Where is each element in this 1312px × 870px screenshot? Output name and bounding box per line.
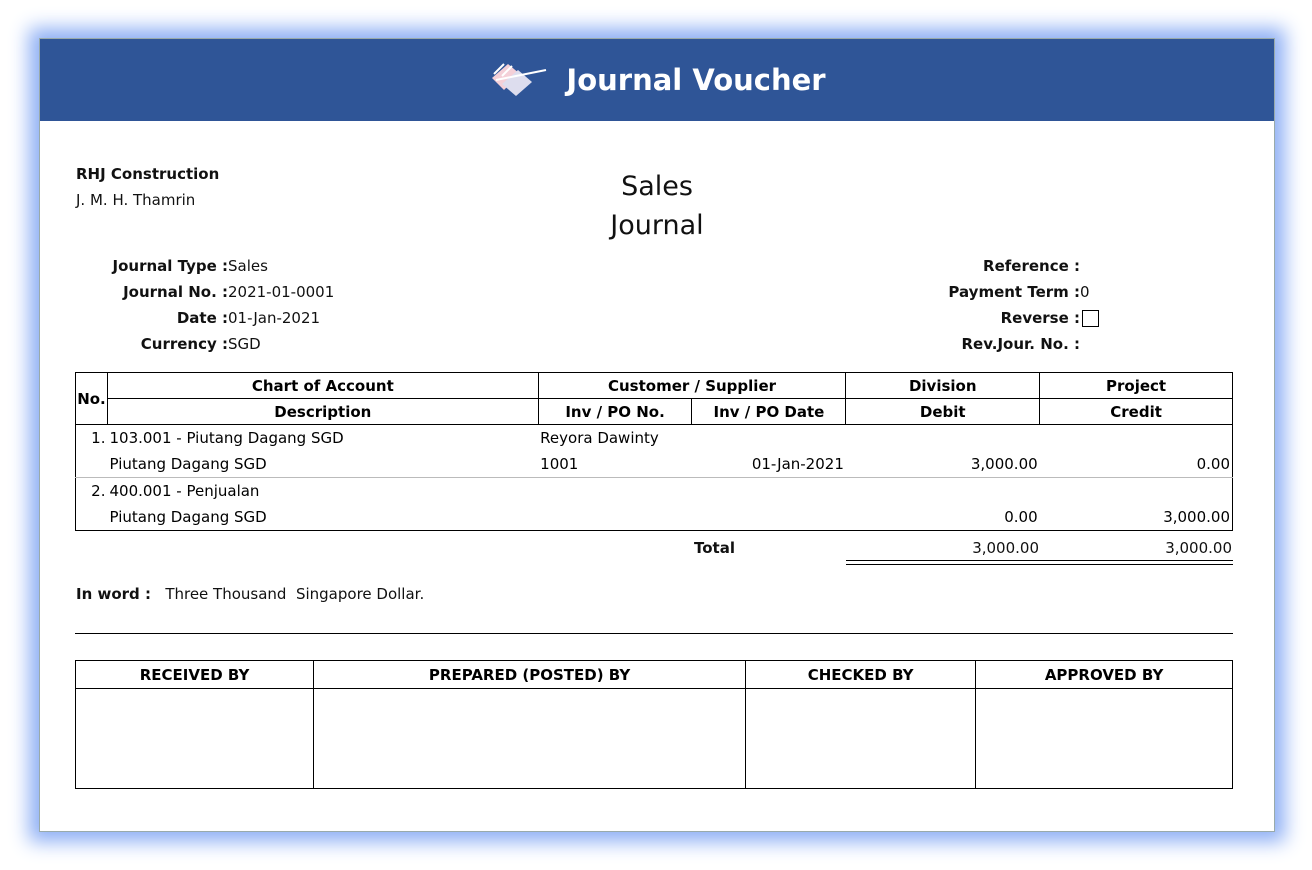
doc-title: Sales Journal <box>557 167 757 245</box>
col-project: Project <box>1039 372 1233 399</box>
row-account: 400.001 - Penjualan <box>109 482 260 500</box>
total-label: Total <box>694 539 735 557</box>
header-title: Journal Voucher <box>566 63 826 97</box>
row-inv-date: 01-Jan-2021 <box>751 455 844 473</box>
field-label: Journal Type : <box>112 257 229 275</box>
payment-term-value: 0 <box>1080 283 1090 301</box>
row-credit: 3,000.00 <box>1163 508 1230 526</box>
field-label: Payment Term : <box>948 283 1080 301</box>
table-row: Piutang Dagang SGD 0.00 3,000.00 <box>75 504 1233 531</box>
col-no: No. <box>75 372 108 425</box>
row-inv-no <box>538 504 692 531</box>
row-inv-no: 1001 <box>540 455 579 473</box>
left-fields: Journal Type :Sales Journal No. :2021-01… <box>76 257 376 361</box>
sig-prepared: PREPARED (POSTED) BY <box>313 660 747 689</box>
total-credit: 3,000.00 <box>1165 539 1232 557</box>
row-customer: Reyora Dawinty <box>540 429 659 447</box>
total-underline <box>846 560 1233 565</box>
row-account: 103.001 - Piutang Dagang SGD <box>109 429 344 447</box>
journal-type-value: Sales <box>228 257 268 275</box>
company-address: J. M. H. Thamrin <box>76 191 196 209</box>
reverse-checkbox[interactable] <box>1082 310 1099 327</box>
header-bar: Journal Voucher <box>40 39 1274 121</box>
table-row: 2. 400.001 - Penjualan <box>75 477 1233 505</box>
company-name: RHJ Construction <box>76 165 220 183</box>
row-description: Piutang Dagang SGD <box>109 508 267 526</box>
col-credit: Credit <box>1039 398 1233 425</box>
total-debit: 3,000.00 <box>972 539 1039 557</box>
row-no: 1. <box>91 429 106 447</box>
sig-box <box>74 688 315 789</box>
field-label: Currency : <box>140 335 228 353</box>
col-inv-date: Inv / PO Date <box>691 398 847 425</box>
col-description: Description <box>106 398 539 425</box>
in-word: In word : Three Thousand Singapore Dolla… <box>76 585 424 603</box>
col-debit: Debit <box>845 398 1041 425</box>
journal-no-value: 2021-01-0001 <box>228 283 335 301</box>
sig-box <box>975 688 1233 789</box>
sig-approved: APPROVED BY <box>975 660 1233 689</box>
in-word-value: Three Thousand Singapore Dollar. <box>165 585 425 603</box>
field-label: Rev.Jour. No. : <box>961 335 1081 353</box>
row-no: 2. <box>91 482 106 500</box>
date-value: 01-Jan-2021 <box>228 309 321 327</box>
signature-table: RECEIVED BY PREPARED (POSTED) BY CHECKED B… <box>74 660 1233 789</box>
sig-received: RECEIVED BY <box>74 660 315 689</box>
journal-icon <box>492 63 547 96</box>
row-inv-date <box>692 504 846 531</box>
right-fields: Reference : Payment Term :0 Reverse : Re… <box>876 257 1176 361</box>
journal-table: No. Chart of Account Customer / Supplier Di… <box>75 372 1233 531</box>
row-debit: 3,000.00 <box>970 455 1038 473</box>
row-customer <box>538 478 846 505</box>
row-description: Piutang Dagang SGD <box>109 455 267 473</box>
field-label: Date : <box>176 309 228 327</box>
table-row: Piutang Dagang SGD 1001 01-Jan-2021 3,000.0… <box>75 451 1233 478</box>
col-customer: Customer / Supplier <box>537 372 847 399</box>
sig-checked: CHECKED BY <box>745 660 977 689</box>
field-label: Journal No. : <box>123 283 228 301</box>
col-inv-no: Inv / PO No. <box>537 398 693 425</box>
currency-value: SGD <box>228 335 261 353</box>
row-debit: 0.00 <box>1004 508 1038 526</box>
field-label: Reference : <box>983 257 1080 275</box>
voucher-frame: Journal Voucher RHJ Construction J. M. H… <box>39 38 1275 832</box>
in-word-label: In word : <box>76 585 151 603</box>
table-row: 1. 103.001 - Piutang Dagang SGD Reyora Daw… <box>75 424 1233 451</box>
divider <box>75 633 1233 634</box>
sig-box <box>313 688 747 789</box>
doc-title-line2: Journal <box>610 210 704 241</box>
col-chart: Chart of Account <box>106 372 539 399</box>
col-division: Division <box>845 372 1041 399</box>
doc-title-line1: Sales <box>621 171 693 202</box>
sig-box <box>745 688 977 789</box>
row-credit: 0.00 <box>1196 455 1230 473</box>
field-label: Reverse : <box>1000 309 1080 327</box>
